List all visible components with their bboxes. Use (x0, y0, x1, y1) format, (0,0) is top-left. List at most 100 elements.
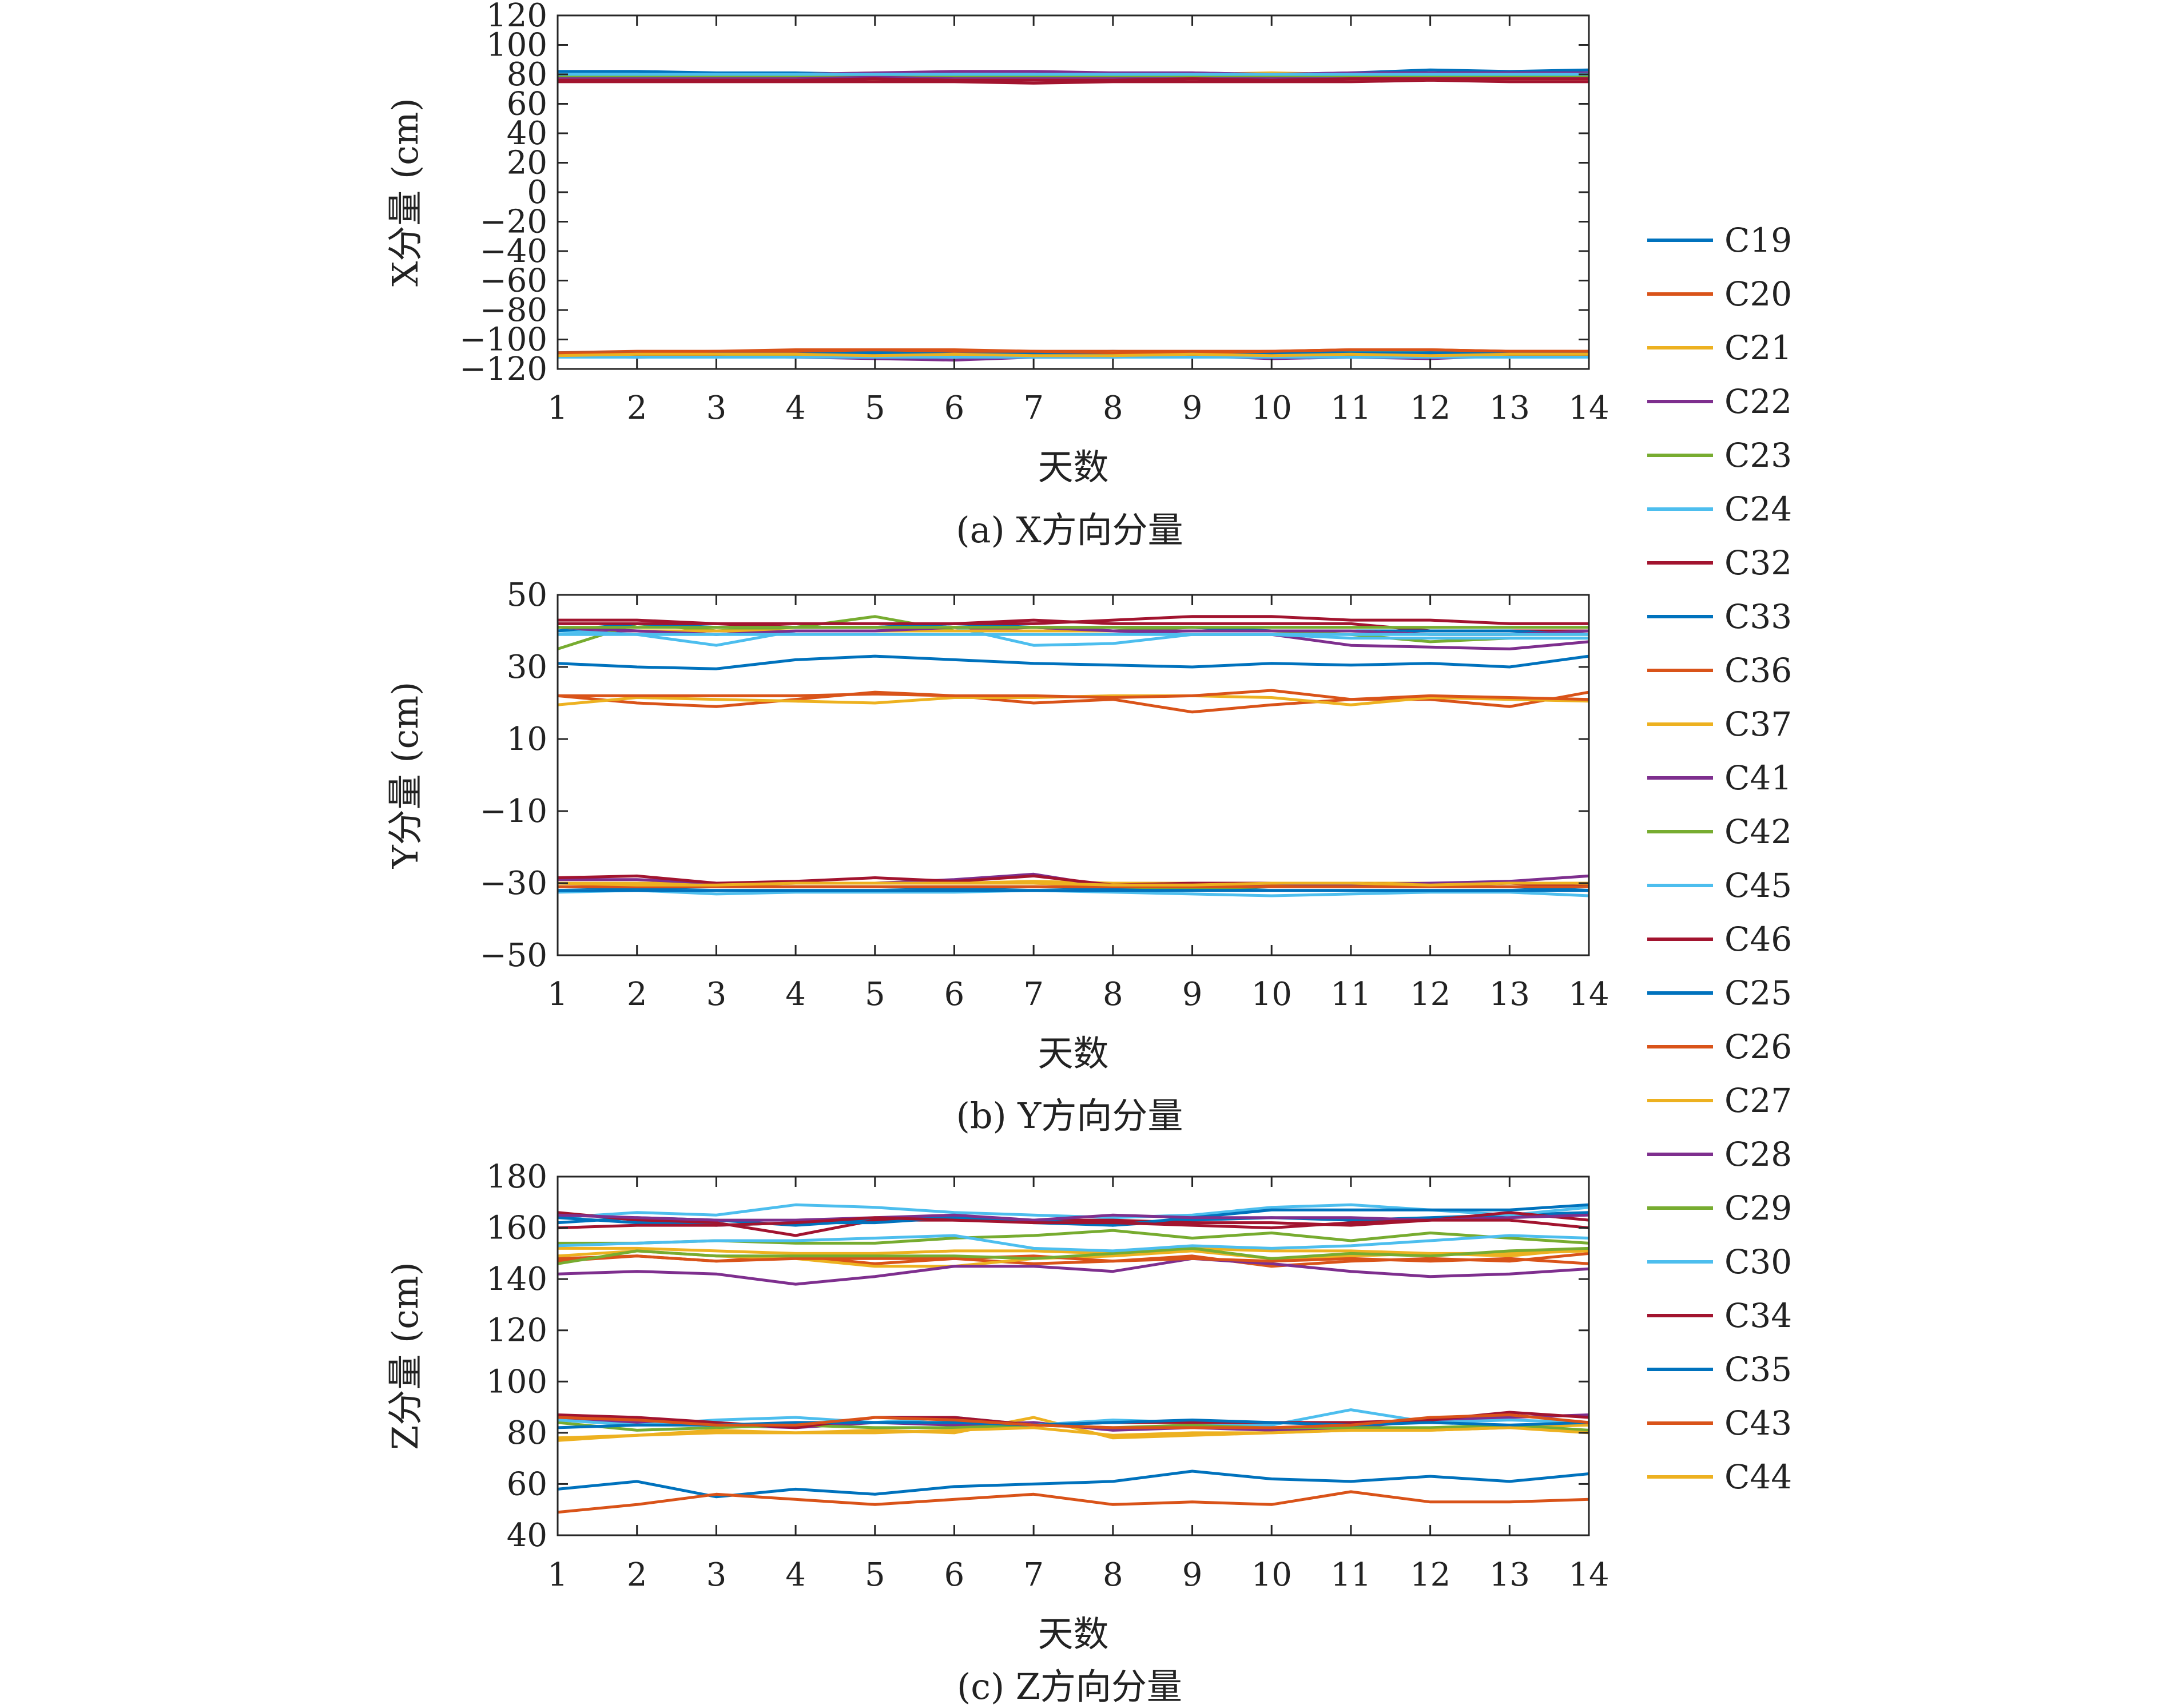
x-axis-label: 天数 (1038, 1032, 1108, 1074)
legend-label: C46 (1724, 920, 1792, 959)
x-tick-label: 2 (627, 390, 647, 427)
x-tick-label: 14 (1568, 976, 1609, 1013)
y-axis-label: Z分量 (cm) (384, 1262, 426, 1450)
x-tick-label: 8 (1103, 390, 1123, 427)
x-tick-label: 11 (1330, 390, 1371, 427)
legend-item-c36: C36 (1647, 651, 1792, 690)
legend-label: C28 (1724, 1135, 1792, 1174)
series-line-c42 (558, 73, 1589, 78)
series-line-c43 (557, 1413, 1589, 1429)
y-tick-label: 80 (507, 56, 547, 93)
legend-label: C26 (1724, 1027, 1792, 1066)
y-tick-label: 40 (507, 1517, 547, 1554)
legend-label: C24 (1724, 490, 1792, 529)
legend-label: C36 (1724, 651, 1792, 690)
y-tick-label: −50 (480, 937, 547, 974)
x-tick-label: 6 (944, 976, 965, 1013)
y-tick-label: 120 (486, 1312, 547, 1349)
y-tick-label: 140 (486, 1261, 547, 1298)
legend-item-c24: C24 (1647, 490, 1792, 529)
y-tick-label: −80 (480, 292, 547, 329)
x-tick-label: 10 (1251, 390, 1292, 427)
series-line-c22 (557, 1257, 1589, 1286)
legend-item-c34: C34 (1647, 1296, 1792, 1335)
plot-frame (557, 14, 1590, 370)
series-line-c44 (557, 1426, 1589, 1440)
series-line-c43 (558, 348, 1589, 355)
y-tick-label: 40 (507, 115, 547, 152)
legend-label: C43 (1724, 1404, 1792, 1443)
y-tick-label: 10 (507, 721, 547, 758)
series-line-c37 (558, 1246, 1589, 1255)
y-tick-label: −120 (459, 351, 547, 388)
y-tick-label: 30 (507, 649, 547, 686)
series-line-c25 (557, 1469, 1589, 1499)
legend-item-c28: C28 (1647, 1135, 1792, 1174)
series-line-c24 (557, 626, 1589, 647)
legend-label: C33 (1724, 597, 1792, 636)
x-tick-label: 12 (1410, 390, 1450, 427)
y-tick-label: 60 (507, 1465, 547, 1503)
legend-item-c33: C33 (1647, 597, 1792, 636)
x-tick-label: 9 (1182, 976, 1203, 1013)
legend-item-c20: C20 (1647, 275, 1792, 313)
x-tick-label: 4 (785, 390, 806, 427)
series-line-c45 (557, 1234, 1589, 1253)
chart-panel-1: 1 2 3 4 5 6 7 8 9 10 11 12 13 14120100806040200−20−40… (384, 0, 1609, 551)
x-tick-label: 3 (706, 976, 727, 1013)
series-line-c36 (558, 689, 1589, 701)
x-tick-label: 2 (627, 976, 647, 1013)
y-tick-label: 100 (486, 1363, 547, 1400)
y-axis-label: Y分量 (cm) (384, 682, 426, 869)
plot-frame (557, 1175, 1590, 1536)
y-tick-label: 160 (486, 1210, 547, 1247)
y-tick-label: 0 (527, 174, 547, 211)
y-tick-label: 60 (507, 86, 547, 123)
legend-label: C29 (1724, 1189, 1792, 1228)
x-tick-label: 9 (1182, 390, 1203, 427)
x-tick-label: 13 (1489, 1556, 1530, 1594)
legend-label: C25 (1724, 974, 1792, 1012)
x-tick-label: 9 (1182, 1556, 1203, 1594)
legend-label: C41 (1724, 758, 1792, 797)
y-tick-label: 120 (486, 0, 547, 34)
x-tick-label: 7 (1023, 1556, 1044, 1594)
x-tick-label: 3 (706, 1556, 727, 1594)
x-tick-label: 7 (1023, 390, 1044, 427)
legend-item-c27: C27 (1647, 1081, 1792, 1120)
legend-label: C20 (1724, 275, 1792, 313)
x-tick-label: 7 (1023, 976, 1044, 1013)
panel-caption: (a) X方向分量 (956, 509, 1183, 551)
x-axis-label: 天数 (1038, 1613, 1108, 1655)
series-line-c35 (558, 351, 1589, 356)
legend-item-c32: C32 (1647, 543, 1792, 582)
legend-item-c44: C44 (1647, 1457, 1792, 1496)
y-tick-label: −30 (480, 865, 547, 902)
y-tick-label: −100 (459, 321, 547, 359)
x-tick-label: 14 (1568, 390, 1609, 427)
legend-item-c29: C29 (1647, 1189, 1792, 1228)
legend-item-c26: C26 (1647, 1027, 1792, 1066)
chart-panel-2: 1 2 3 4 5 6 7 8 9 10 11 12 13 14503010−10−30−50天数Y分量 … (384, 577, 1609, 1137)
chart-panel-3: 1 2 3 4 5 6 7 8 9 10 11 12 13 14180160140120100806040… (384, 1158, 1609, 1707)
legend: C19 C20 C21 C22 C23 C24 C32 C33 C36 C37 C41 C42 C45 C… (1647, 221, 1792, 1496)
legend-label: C44 (1724, 1457, 1792, 1496)
x-tick-label: 12 (1410, 976, 1450, 1013)
legend-item-c21: C21 (1647, 328, 1792, 367)
y-tick-label: 100 (486, 27, 547, 64)
y-tick-label: 20 (507, 145, 547, 182)
x-tick-label: 8 (1103, 976, 1123, 1013)
series-line-c42 (557, 1246, 1589, 1265)
series-line-c46 (558, 615, 1589, 625)
x-tick-label: 3 (706, 390, 727, 427)
legend-item-c25: C25 (1647, 974, 1792, 1012)
legend-label: C30 (1724, 1242, 1792, 1281)
x-tick-label: 1 (547, 1556, 568, 1594)
series-lines (557, 68, 1589, 362)
y-axis-label: X分量 (cm) (384, 98, 426, 287)
x-tick-label: 5 (865, 1556, 885, 1594)
legend-item-c35: C35 (1647, 1350, 1792, 1389)
x-tick-label: 4 (785, 1556, 806, 1594)
series-lines (557, 1203, 1589, 1514)
